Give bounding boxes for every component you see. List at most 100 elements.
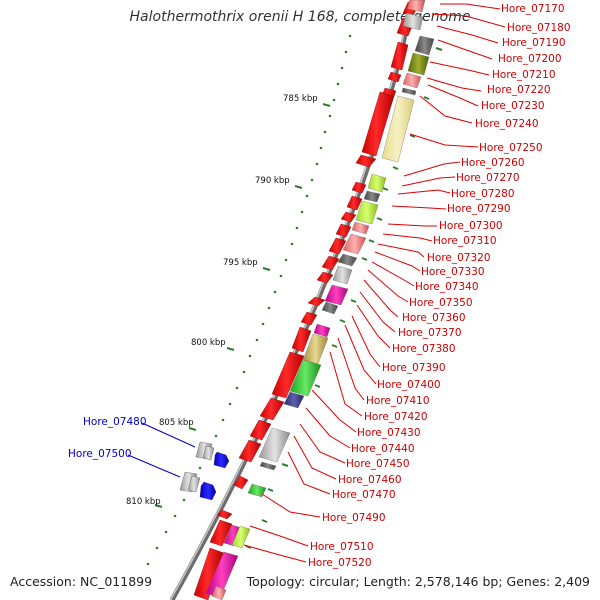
gene-arrow xyxy=(387,71,402,83)
gene-label[interactable]: Hore_07210 xyxy=(492,69,556,81)
scale-label: 790 kbp xyxy=(255,176,290,186)
gene-label[interactable]: Hore_07410 xyxy=(366,395,430,407)
gene-arrow xyxy=(335,223,352,238)
gene-label[interactable]: Hore_07490 xyxy=(322,512,386,524)
gene-block xyxy=(363,190,381,203)
gene-arrow xyxy=(291,326,312,353)
gene-arrow xyxy=(316,271,334,284)
scale-label: 800 kbp xyxy=(191,338,226,348)
gene-block xyxy=(231,525,251,549)
scale-label: 805 kbp xyxy=(159,418,194,428)
gene-block xyxy=(332,265,353,285)
gene-block xyxy=(367,173,387,193)
gene-label[interactable]: Hore_07360 xyxy=(402,312,466,324)
gene-block xyxy=(313,323,331,338)
forward-strand-genes xyxy=(193,1,419,600)
gene-label[interactable]: Hore_07380 xyxy=(392,343,456,355)
gene-label[interactable]: Hore_07400 xyxy=(377,379,441,391)
gene-arrow xyxy=(390,41,409,71)
gene-label[interactable]: Hore_07390 xyxy=(382,362,446,374)
scale-dots xyxy=(146,34,352,566)
gene-label[interactable]: Hore_07320 xyxy=(427,252,491,264)
gene-block xyxy=(259,461,277,471)
gene-arrow xyxy=(307,296,326,307)
scale-label: 785 kbp xyxy=(283,94,318,104)
gene-label[interactable]: Hore_07470 xyxy=(332,489,396,501)
reverse-strand-genes xyxy=(179,441,230,501)
gene-label[interactable]: Hore_07510 xyxy=(310,541,374,553)
gene-label[interactable]: Hore_07200 xyxy=(498,53,562,65)
gene-arrow xyxy=(238,439,262,463)
gene-label[interactable]: Hore_07450 xyxy=(346,458,410,470)
gene-label[interactable]: Hore_07300 xyxy=(439,220,503,232)
gene-block xyxy=(402,72,422,89)
gene-label[interactable]: Hore_07220 xyxy=(487,84,551,96)
gene-label[interactable]: Hore_07330 xyxy=(421,266,485,278)
gene-labels-right: Hore_07170 Hore_07180 Hore_07190 Hore_07… xyxy=(308,3,571,569)
gene-arrow xyxy=(216,509,233,520)
gene-arrow xyxy=(321,255,340,271)
gene-arrow xyxy=(355,154,377,168)
gene-label[interactable]: Hore_07280 xyxy=(451,188,515,200)
gene-label[interactable]: Hore_07180 xyxy=(507,22,571,34)
gene-labels-left: Hore_07480 Hore_07500 xyxy=(68,416,147,460)
scale-major-ticks xyxy=(154,103,331,508)
gene-block xyxy=(289,359,322,397)
gene-label[interactable]: Hore_07340 xyxy=(415,281,479,293)
gene-label[interactable]: Hore_07370 xyxy=(398,327,462,339)
gene-label[interactable]: Hore_07240 xyxy=(475,118,539,130)
gene-label[interactable]: Hore_07350 xyxy=(409,297,473,309)
map-title: Halothermothrix orenii H 168, complete g… xyxy=(129,9,471,25)
gene-block xyxy=(223,524,243,547)
gene-arrow xyxy=(193,547,225,600)
scale-label: 810 kbp xyxy=(126,497,161,507)
gene-block xyxy=(337,253,358,267)
gene-label[interactable]: Hore_07500 xyxy=(68,448,132,460)
gene-arrow xyxy=(346,195,363,211)
scale-label: 795 kbp xyxy=(223,258,258,268)
gene-label[interactable]: Hore_07310 xyxy=(433,235,497,247)
label-leader-lines xyxy=(243,3,506,563)
gene-label[interactable]: Hore_07250 xyxy=(479,142,543,154)
gene-label[interactable]: Hore_07190 xyxy=(502,37,566,49)
gene-label[interactable]: Hore_07270 xyxy=(456,172,520,184)
gene-block xyxy=(302,333,329,365)
gene-block xyxy=(401,87,417,96)
gene-arrow xyxy=(271,351,305,399)
gene-block xyxy=(211,585,227,600)
gene-label[interactable]: Hore_07430 xyxy=(357,427,421,439)
gene-label[interactable]: Hore_07260 xyxy=(461,157,525,169)
gene-label[interactable]: Hore_07460 xyxy=(338,474,402,486)
gene-block xyxy=(414,35,435,56)
gene-block xyxy=(258,427,291,463)
gene-block xyxy=(355,200,379,225)
gene-arrow xyxy=(249,419,272,441)
gene-arrow xyxy=(361,91,395,157)
scale-labels: 785 kbp 790 kbp 795 kbp 800 kbp 805 kbp … xyxy=(126,94,318,507)
gene-block xyxy=(407,52,430,76)
topology-text: Topology: circular; Length: 2,578,146 bp… xyxy=(246,574,590,589)
gene-arrow xyxy=(199,481,217,501)
gene-block xyxy=(351,221,370,235)
gene-label[interactable]: Hore_07290 xyxy=(447,203,511,215)
gene-block xyxy=(324,284,349,306)
gene-block xyxy=(402,12,424,31)
gene-label[interactable]: Hore_07440 xyxy=(351,443,415,455)
accession-text: Accession: NC_011899 xyxy=(10,574,153,589)
gene-label[interactable]: Hore_07420 xyxy=(364,411,428,423)
gene-block xyxy=(187,475,201,493)
gene-label[interactable]: Hore_07230 xyxy=(481,100,545,112)
gene-block xyxy=(381,95,415,163)
gene-arrow xyxy=(213,451,230,469)
gene-label[interactable]: Hore_07520 xyxy=(308,557,372,569)
gene-label[interactable]: Hore_07170 xyxy=(501,3,565,15)
gene-arrow xyxy=(233,475,249,490)
label-leader-lines-left xyxy=(127,422,196,478)
gene-block xyxy=(202,445,215,461)
genome-backbone xyxy=(169,0,415,600)
gene-block xyxy=(283,391,305,409)
gene-arrow xyxy=(300,311,318,326)
gene-label[interactable]: Hore_07480 xyxy=(83,416,147,428)
gene-arrow xyxy=(351,181,367,194)
